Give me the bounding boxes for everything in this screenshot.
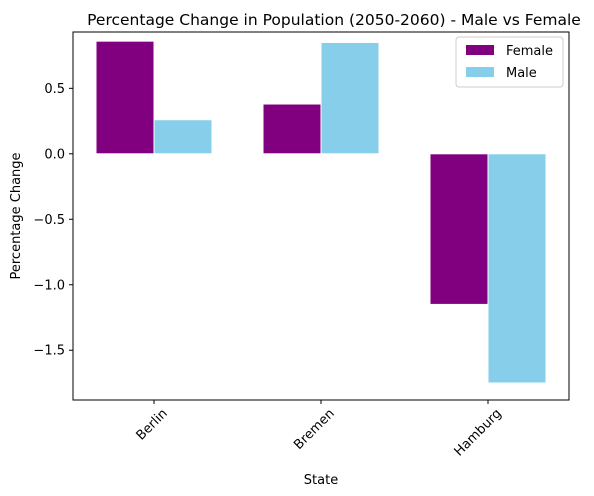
bar-female-bremen	[263, 104, 321, 154]
x-tick-label: Berlin	[134, 406, 171, 443]
y-axis: 0.5 0.0 −0.5 −1.0 −1.5	[33, 82, 73, 359]
y-tick-label: −1.5	[33, 344, 65, 359]
y-tick-label: −0.5	[33, 213, 65, 228]
y-tick-label: 0.5	[44, 82, 65, 97]
bar-male-bremen	[321, 42, 379, 153]
x-axis: Berlin Bremen Hamburg	[134, 400, 505, 459]
bar-female-berlin	[96, 41, 154, 154]
y-axis-title: Percentage Change	[9, 152, 24, 279]
legend-swatch-female	[466, 45, 494, 55]
legend: Female Male	[456, 37, 563, 87]
y-tick-label: −1.0	[33, 278, 65, 293]
bars-layer	[96, 41, 546, 383]
legend-label-male: Male	[506, 66, 537, 81]
bar-female-hamburg	[430, 154, 488, 305]
bar-male-berlin	[154, 120, 212, 154]
legend-label-female: Female	[506, 44, 553, 59]
y-tick-label: 0.0	[44, 147, 65, 162]
x-tick-label: Bremen	[291, 406, 338, 453]
x-axis-title: State	[304, 473, 338, 488]
bar-male-hamburg	[488, 154, 546, 383]
x-tick-label: Hamburg	[452, 406, 505, 459]
legend-swatch-male	[466, 67, 494, 77]
chart-title: Percentage Change in Population (2050-20…	[87, 11, 581, 29]
